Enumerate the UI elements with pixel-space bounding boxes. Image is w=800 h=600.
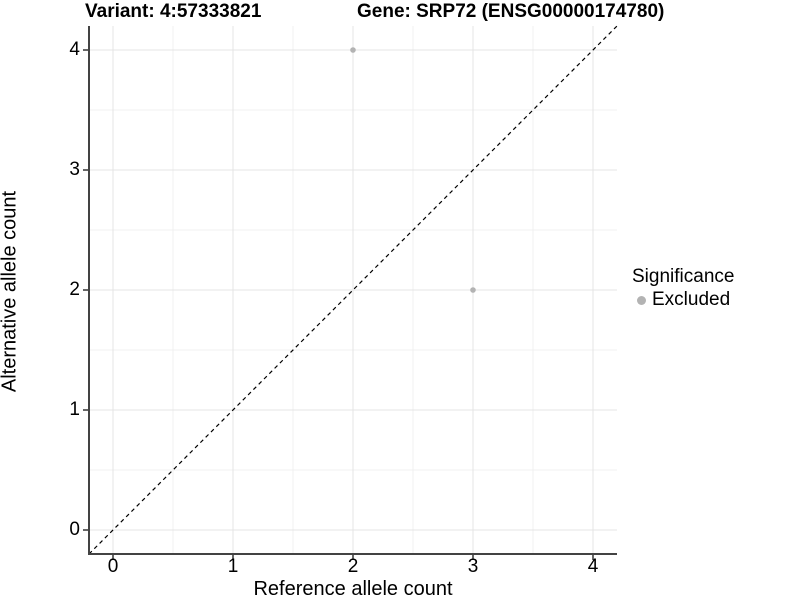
x-tick-label: 2 xyxy=(347,556,359,577)
y-tick-label: 1 xyxy=(69,399,80,420)
legend-title: Significance xyxy=(632,266,735,287)
y-axis-title: Alternative allele count xyxy=(0,190,21,393)
x-tick-label: 4 xyxy=(587,556,599,577)
x-axis-title: Reference allele count xyxy=(253,578,453,600)
y-tick-label: 0 xyxy=(69,519,80,540)
excluded-point-icon xyxy=(637,295,646,305)
x-tick-label: 3 xyxy=(467,556,479,577)
variant-title: Variant: 4:57333821 xyxy=(85,1,262,22)
y-tick-label: 3 xyxy=(69,159,80,180)
legend-item-label: Excluded xyxy=(652,289,731,310)
y-tick-label: 2 xyxy=(69,279,80,300)
data-point xyxy=(350,47,356,53)
y-tick-label: 4 xyxy=(69,39,80,60)
data-point xyxy=(470,287,476,293)
legend-item-excluded: Excluded xyxy=(632,289,734,311)
x-tick-label: 1 xyxy=(227,556,239,577)
gene-title: Gene: SRP72 (ENSG00000174780) xyxy=(357,1,665,22)
legend: Significance Excluded xyxy=(632,266,734,311)
x-tick-label: 0 xyxy=(107,556,119,577)
